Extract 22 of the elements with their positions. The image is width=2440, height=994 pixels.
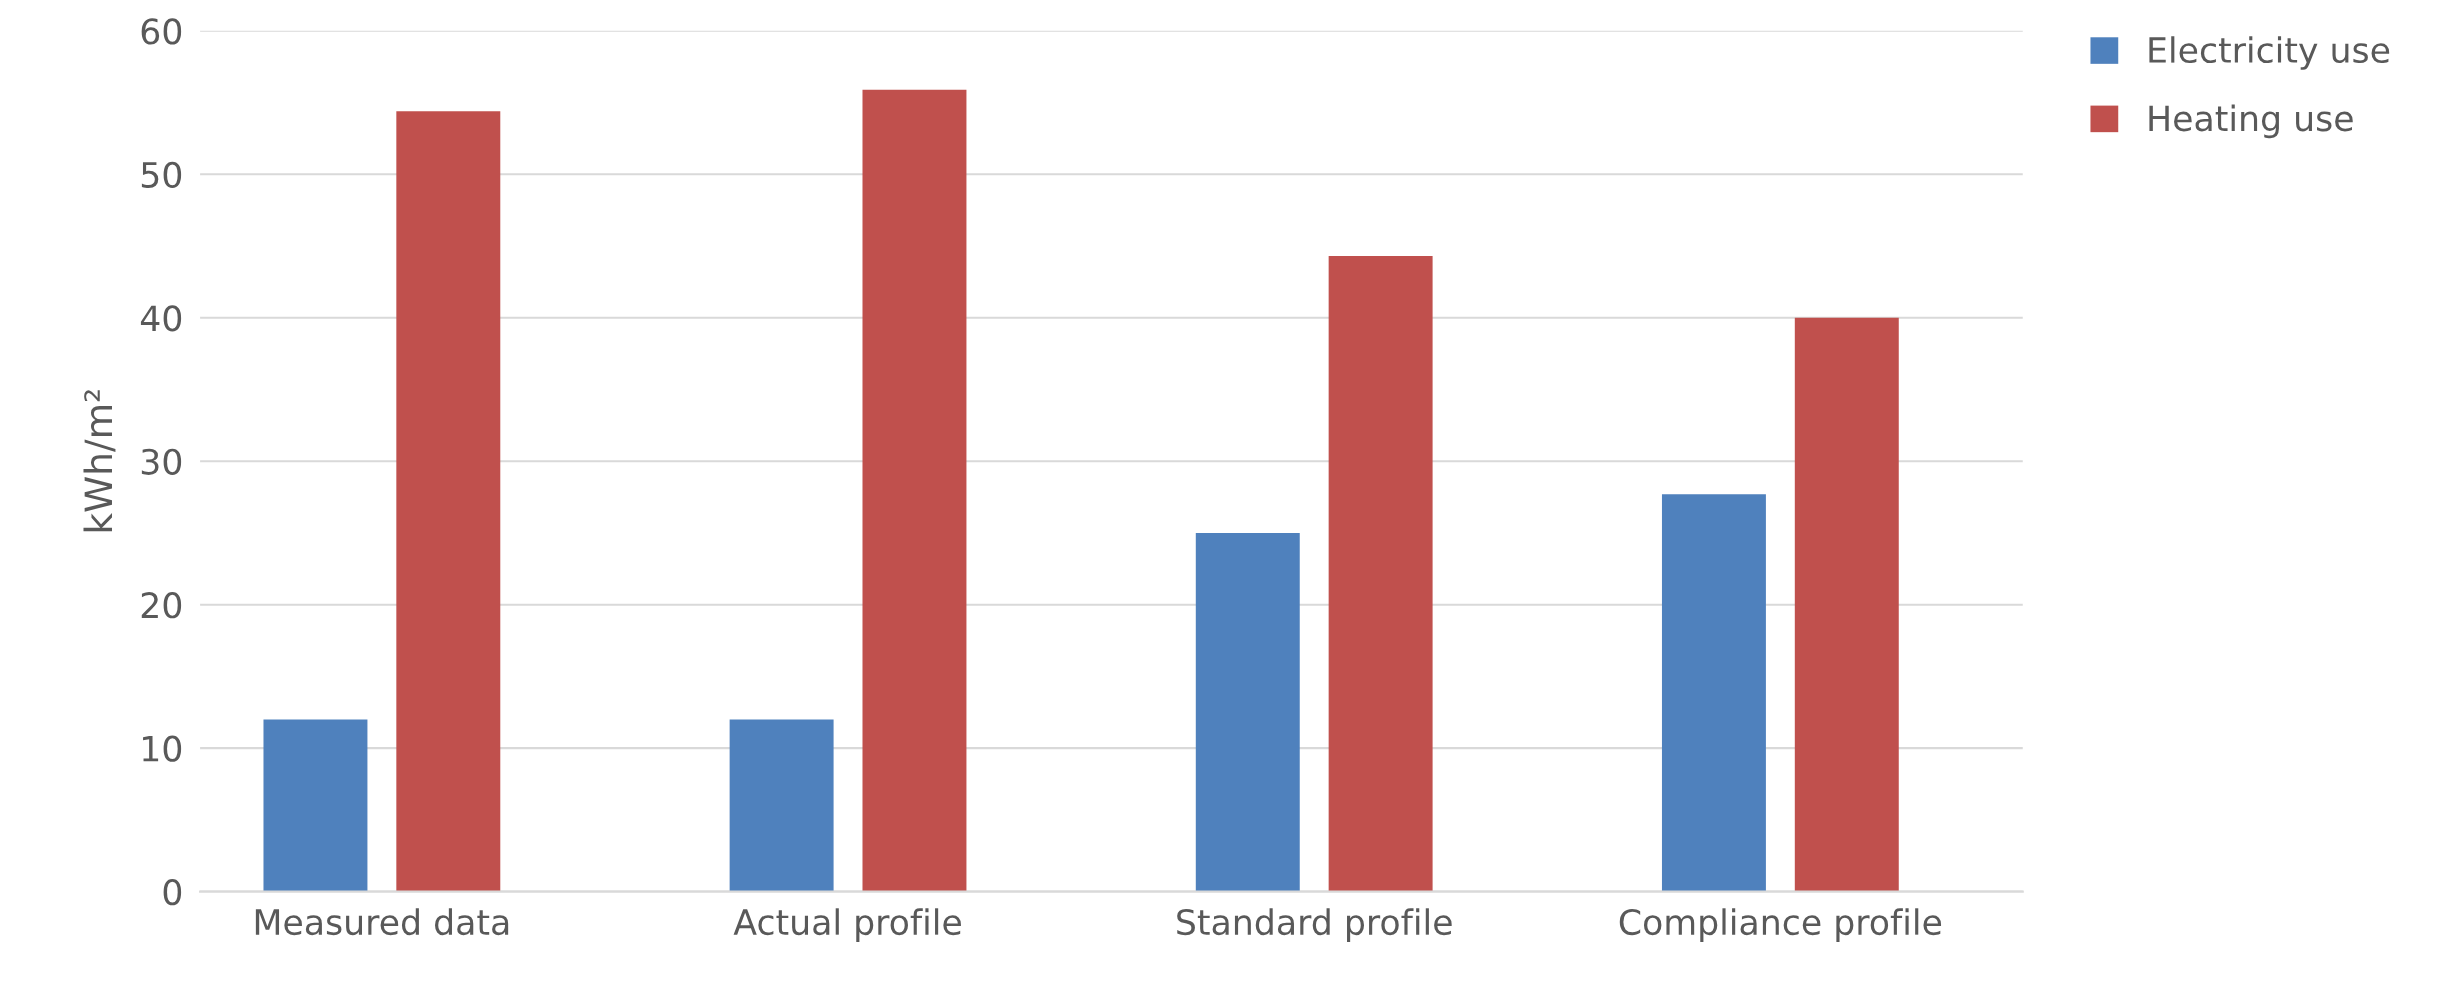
y-axis-title: kWh/m²	[83, 390, 116, 532]
y-tick-label: 50	[141, 161, 182, 188]
bar	[1328, 256, 1433, 892]
bar	[862, 89, 967, 892]
bar	[396, 111, 501, 892]
x-tick-label: Actual profile	[733, 908, 961, 942]
y-tick-label: 60	[141, 18, 182, 45]
bar	[1195, 532, 1300, 892]
bar	[263, 719, 368, 892]
y-tick-label: 30	[141, 448, 182, 475]
x-tick-label: Standard profile	[1177, 908, 1452, 942]
x-tick-label: Measured data	[255, 908, 509, 936]
y-tick-label: 0	[163, 879, 182, 906]
y-tick-label: 20	[141, 592, 182, 619]
bar	[729, 719, 834, 892]
y-tick-label: 40	[140, 305, 182, 332]
legend-label: Electricity use	[2149, 36, 2390, 70]
y-tick-label: 10	[143, 735, 182, 762]
bar	[1661, 494, 1766, 892]
bar	[1794, 317, 1899, 892]
legend-label: Heating use	[2149, 104, 2353, 139]
x-tick-label: Compliance profile	[1619, 908, 1942, 942]
